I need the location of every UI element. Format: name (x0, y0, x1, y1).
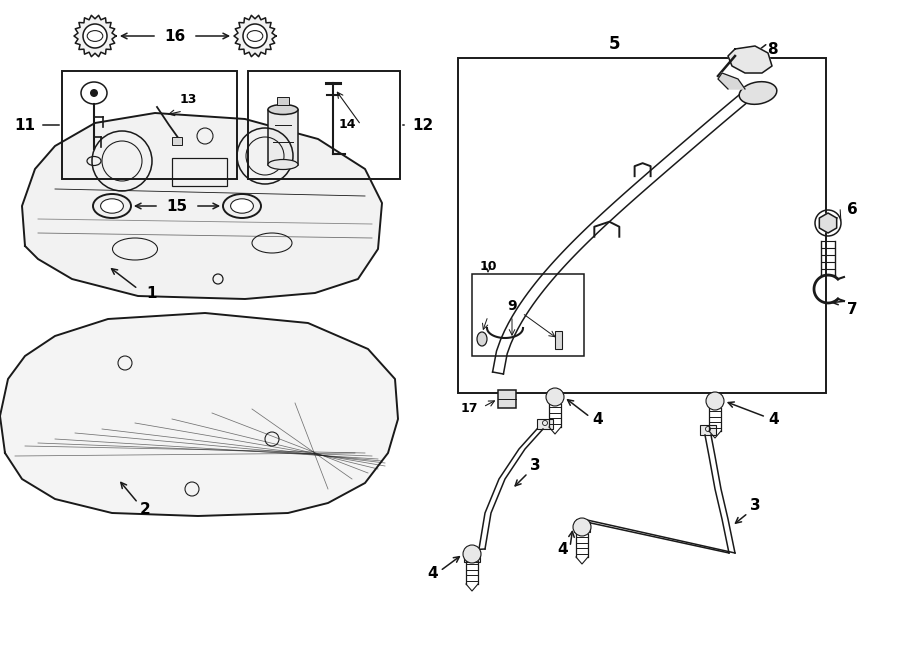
Polygon shape (728, 46, 772, 73)
Bar (498, 390, 516, 408)
Bar (537, 419, 553, 429)
Polygon shape (718, 73, 745, 89)
Text: 4: 4 (557, 541, 568, 557)
Circle shape (546, 388, 564, 406)
Ellipse shape (268, 104, 298, 114)
Circle shape (463, 545, 481, 563)
Text: 17: 17 (461, 403, 478, 416)
Polygon shape (0, 313, 398, 516)
Text: 4: 4 (428, 566, 438, 580)
Text: 11: 11 (14, 118, 35, 132)
Text: 6: 6 (847, 202, 858, 217)
Ellipse shape (739, 82, 777, 104)
Bar (248, 71, 400, 179)
Bar (472, 274, 584, 356)
Text: 1: 1 (147, 286, 158, 301)
Text: 10: 10 (479, 260, 497, 272)
Text: 3: 3 (530, 459, 540, 473)
Bar (268, 110, 298, 165)
Bar (700, 425, 716, 435)
Text: 5: 5 (609, 35, 621, 53)
Bar (277, 97, 289, 104)
Ellipse shape (268, 159, 298, 169)
Ellipse shape (93, 194, 131, 218)
Polygon shape (22, 113, 382, 299)
Circle shape (573, 518, 591, 536)
Text: 15: 15 (166, 198, 187, 214)
Bar (464, 552, 480, 562)
Text: 16: 16 (165, 28, 185, 44)
Circle shape (83, 24, 107, 48)
Circle shape (706, 392, 724, 410)
Text: 12: 12 (412, 118, 433, 132)
Circle shape (243, 24, 267, 48)
Bar (458, 58, 826, 393)
Bar (62, 71, 237, 179)
Text: 2: 2 (140, 502, 150, 516)
Ellipse shape (230, 199, 254, 214)
Circle shape (90, 89, 98, 97)
Text: 9: 9 (508, 299, 517, 313)
Ellipse shape (223, 194, 261, 218)
Text: 8: 8 (767, 42, 778, 56)
Bar (172, 158, 227, 186)
Ellipse shape (101, 199, 123, 214)
Text: 7: 7 (847, 301, 858, 317)
Text: 3: 3 (750, 498, 760, 514)
Polygon shape (234, 15, 276, 57)
Polygon shape (74, 15, 116, 57)
Text: 13: 13 (179, 93, 197, 106)
Polygon shape (819, 213, 837, 233)
Bar (574, 522, 590, 532)
Bar (172, 137, 182, 145)
Text: 4: 4 (768, 412, 778, 426)
Text: 14: 14 (338, 118, 356, 132)
Ellipse shape (477, 332, 487, 346)
Text: 4: 4 (592, 412, 603, 426)
Bar (555, 331, 562, 349)
